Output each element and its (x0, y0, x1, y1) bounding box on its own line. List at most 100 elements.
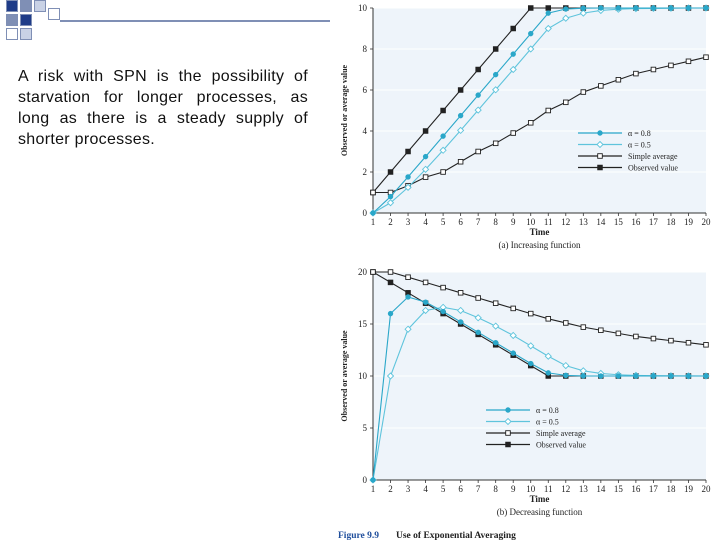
chart2-series-point-1 (456, 306, 465, 315)
chart1-y-axis-label: Observed or average value (340, 64, 349, 156)
chart2-x-tick-label: 18 (666, 484, 676, 494)
chart2-legend-label: α = 0.5 (536, 418, 559, 427)
chart2-x-tick-label: 5 (441, 484, 446, 494)
decor-square (34, 0, 46, 12)
decor-square (6, 14, 18, 26)
chart2-series-point-2 (422, 279, 429, 286)
chart1-series-point-2 (650, 66, 657, 73)
chart1-series-point-0 (615, 5, 622, 11)
chart1-legend-label: α = 0.8 (628, 129, 651, 138)
chart2-series-point-1 (386, 372, 395, 380)
chart2-x-tick-label: 20 (702, 484, 712, 494)
chart1-x-tick-label: 16 (631, 217, 641, 227)
chart1-series-point-0 (633, 5, 639, 11)
chart1-series-point-1 (456, 126, 465, 135)
chart2-series-point-1 (509, 331, 517, 340)
chart2-x-tick-label: 6 (458, 484, 463, 494)
chart2-series-point-1 (474, 314, 482, 322)
chart1-series-point-3 (545, 5, 552, 11)
chart1-series-point-2 (703, 54, 709, 60)
decor-square (6, 0, 18, 12)
chart2-y-tick-label: 5 (363, 423, 368, 433)
chart2-series-point-0 (440, 308, 446, 315)
chart1-series-point-0 (685, 5, 692, 11)
chart1-x-tick-label: 9 (511, 217, 516, 227)
chart1-series-point-2 (475, 148, 481, 155)
chart1-legend-marker (597, 164, 603, 171)
chart2-series-point-0 (615, 373, 622, 379)
chart1-legend-marker (597, 130, 603, 136)
chart2-series-point-2 (580, 324, 587, 330)
chart1-series-point-1 (404, 183, 412, 192)
chart2-x-tick-label: 15 (614, 484, 624, 494)
chart2-series-point-2 (457, 290, 464, 296)
chart1-series-point-2 (598, 83, 604, 89)
chart1-series-point-2 (580, 89, 587, 95)
chart1-x-tick-label: 8 (493, 217, 498, 227)
chart1-series-point-2 (527, 120, 534, 126)
chart1-series-point-2 (563, 99, 569, 106)
chart1-series-point-2 (370, 189, 376, 196)
decor-square (20, 14, 32, 26)
chart1-series-point-2 (510, 130, 516, 136)
title-decoration (0, 0, 340, 60)
chart1-series-point-0 (598, 5, 604, 11)
chart2-series-point-1 (421, 306, 430, 315)
chart2-series-point-2 (405, 274, 411, 280)
chart1-series-point-2 (685, 58, 692, 65)
chart1-x-tick-label: 15 (614, 217, 624, 227)
chart1-series-point-2 (668, 62, 674, 69)
chart1-series-point-3 (475, 66, 481, 73)
chart1-series-line-2 (373, 56, 707, 194)
chart2-series-point-2 (545, 316, 552, 322)
chart2-x-tick-label: 13 (579, 484, 589, 494)
figure-caption-title: Use of Exponential Averaging (396, 531, 516, 540)
chart1-series-point-0 (580, 5, 587, 11)
chart1-series-point-3 (527, 5, 534, 11)
chart2-series-point-0 (685, 373, 692, 379)
chart1-series-point-3 (510, 25, 516, 32)
chart2-legend-marker (505, 441, 511, 448)
chart1-x-tick-label: 17 (649, 217, 659, 227)
chart1-x-tick-label: 1 (371, 217, 376, 227)
decor-square (20, 28, 32, 40)
chart1-series-point-0 (528, 30, 534, 37)
chart1-title: (a) Increasing function (499, 240, 581, 250)
chart2-y-tick-label: 15 (358, 319, 368, 329)
chart1-y-tick-label: 8 (363, 44, 368, 54)
chart2-series-point-2 (527, 310, 534, 317)
chart2-title: (b) Decreasing function (497, 507, 583, 517)
chart2-x-tick-label: 2 (388, 484, 393, 494)
title-rule (60, 20, 330, 22)
chart1-series-point-1 (527, 45, 535, 53)
chart2-series-point-2 (650, 335, 657, 342)
chart1-x-tick-label: 6 (458, 217, 463, 227)
chart2-series-point-0 (563, 372, 569, 379)
chart1-legend-label: α = 0.5 (628, 141, 651, 150)
chart2-legend-label: Simple average (536, 429, 586, 438)
chart1-series-point-0 (492, 71, 499, 78)
chart2-series-line-2 (373, 271, 707, 346)
chart2-legend-label: Observed value (536, 441, 586, 450)
chart2-legend-marker (505, 407, 511, 413)
chart2-series-point-0 (598, 373, 604, 379)
chart2-series-point-0 (475, 329, 481, 336)
chart1-series-point-0 (457, 112, 464, 119)
chart1-x-tick-label: 3 (406, 217, 411, 227)
chart2-series-point-0 (492, 340, 499, 346)
chart2-series-point-0 (387, 310, 394, 317)
chart2-x-tick-label: 12 (561, 484, 570, 494)
chart1-series-point-1 (579, 9, 587, 17)
chart1-series-point-2 (615, 76, 622, 83)
chart2-x-axis-label: Time (530, 494, 550, 504)
chart2-x-tick-label: 16 (631, 484, 641, 494)
chart2-series-point-2 (633, 333, 639, 340)
chart1-y-tick-label: 2 (363, 167, 368, 177)
chart2-series-point-2 (370, 269, 376, 275)
chart2-series-point-1 (562, 361, 570, 370)
chart1-series-point-1 (509, 65, 517, 74)
chart1-plot-area (373, 8, 706, 213)
chart1-x-tick-label: 5 (441, 217, 446, 227)
chart1-legend-marker (596, 140, 604, 149)
chart2-series-point-0 (650, 373, 657, 379)
